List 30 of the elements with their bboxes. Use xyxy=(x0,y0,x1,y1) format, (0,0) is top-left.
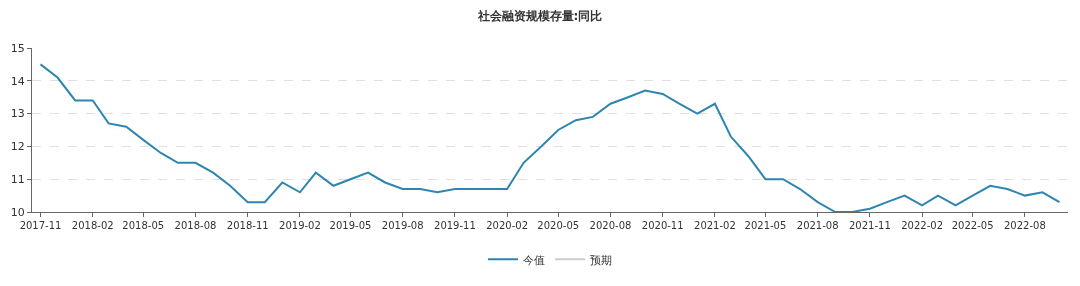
x-tick-label: 2020-11 xyxy=(641,220,684,231)
x-tick-label: 2021-08 xyxy=(796,220,839,231)
y-tick-label: 13 xyxy=(10,107,25,121)
x-tick-label: 2018-11 xyxy=(226,220,269,231)
chart-title: 社会融资规模存量:同比 xyxy=(476,8,603,23)
line-series xyxy=(39,63,1061,212)
x-tick-label: 2017-11 xyxy=(19,220,62,231)
x-tick-label: 2022-08 xyxy=(1003,220,1046,231)
x-tick-label: 2018-02 xyxy=(71,220,114,231)
x-tick-label: 2022-02 xyxy=(901,220,944,231)
x-tick-label: 2020-08 xyxy=(589,220,632,231)
x-tick-label: 2018-08 xyxy=(174,220,217,231)
x-tick-label: 2020-05 xyxy=(537,220,580,231)
x-tick-label: 2019-11 xyxy=(434,220,476,231)
x-tick-label: 2020-02 xyxy=(486,220,529,231)
x-tick-label: 2021-05 xyxy=(744,220,787,231)
legend-label: 预期 xyxy=(590,253,612,267)
y-tick-label: 12 xyxy=(10,140,25,154)
legend-label: 今值 xyxy=(523,253,545,267)
x-tick-label: 2019-08 xyxy=(381,220,424,231)
x-tick-label: 2019-02 xyxy=(279,220,321,231)
x-tick-label: 2022-05 xyxy=(951,220,994,231)
x-tick-label: 2018-05 xyxy=(122,220,165,231)
x-tick-label: 2021-11 xyxy=(848,220,891,231)
y-tick-label: 15 xyxy=(10,41,25,55)
y-tick-label: 14 xyxy=(10,74,25,88)
x-tick-label: 2019-05 xyxy=(329,220,372,231)
y-tick-label: 11 xyxy=(10,173,25,187)
y-tick-label: 10 xyxy=(10,205,25,219)
x-tick-label: 2021-02 xyxy=(694,220,736,231)
